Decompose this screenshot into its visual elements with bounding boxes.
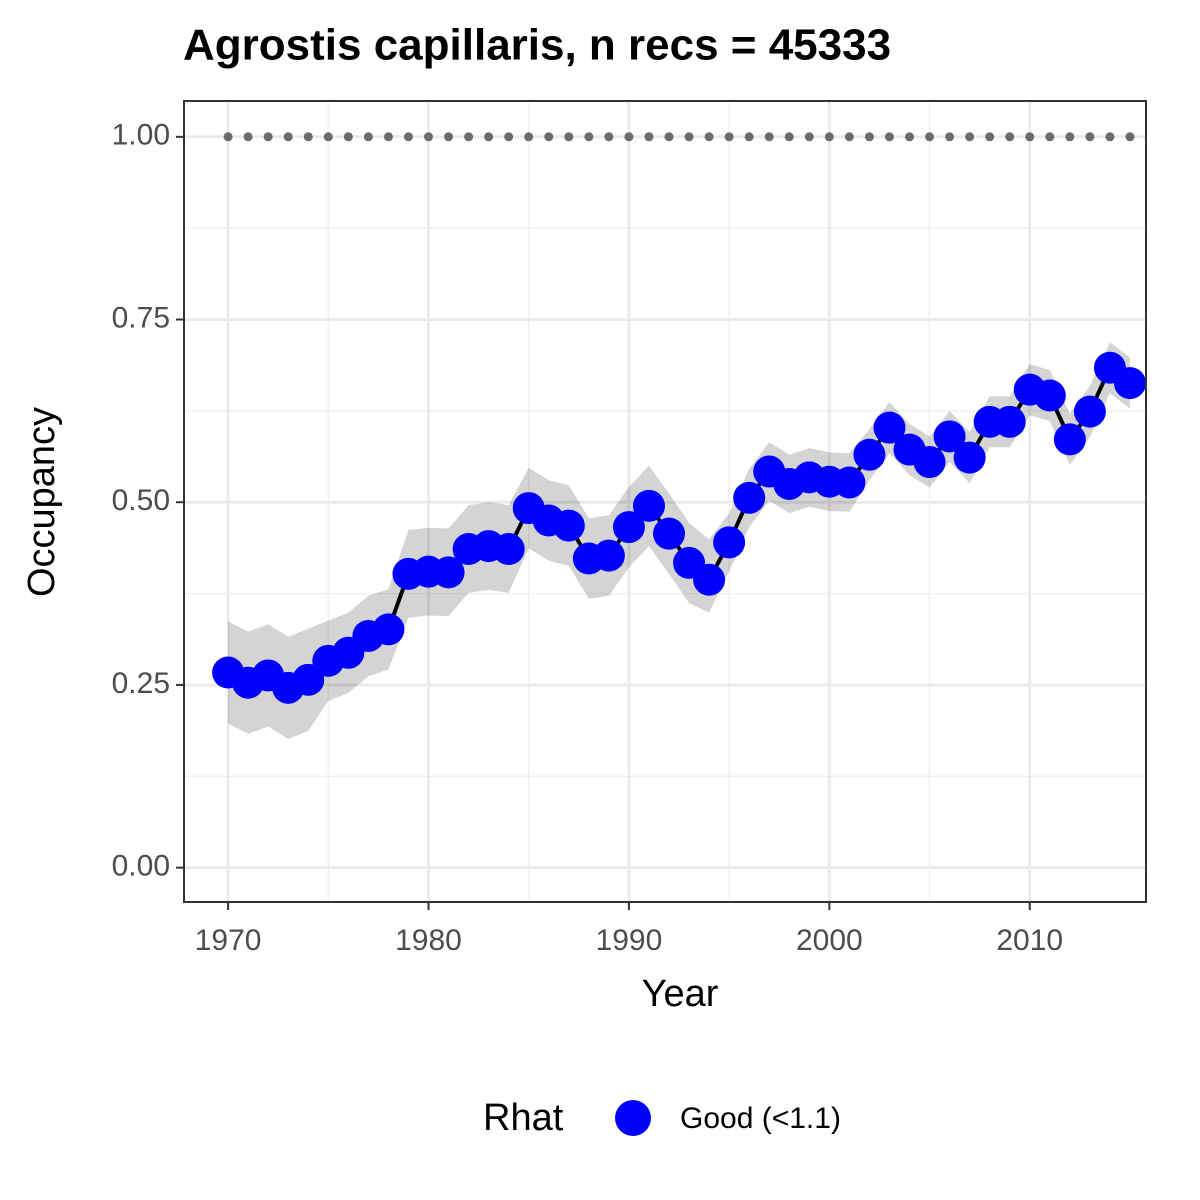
point bbox=[913, 446, 946, 479]
point bbox=[372, 613, 405, 646]
reference-point bbox=[764, 132, 774, 142]
x-tick-label: 2010 bbox=[996, 924, 1063, 957]
legend-title: Rhat bbox=[483, 1097, 564, 1139]
x-tick-label: 1990 bbox=[596, 924, 663, 957]
reference-point bbox=[945, 132, 955, 142]
x-tick-label: 1980 bbox=[395, 924, 462, 957]
chart-title: Agrostis capillaris, n recs = 45333 bbox=[183, 21, 891, 70]
y-axis-title: Occupancy bbox=[21, 407, 63, 597]
point bbox=[733, 481, 766, 514]
reference-point bbox=[604, 132, 614, 142]
y-tick-label: 0.50 bbox=[112, 484, 170, 517]
legend-swatch bbox=[615, 1100, 651, 1136]
reference-point bbox=[884, 132, 894, 142]
reference-point bbox=[363, 132, 373, 142]
reference-point bbox=[864, 132, 874, 142]
reference-point bbox=[564, 132, 574, 142]
reference-point bbox=[1125, 132, 1135, 142]
point bbox=[492, 533, 525, 566]
reference-point bbox=[504, 132, 514, 142]
reference-point bbox=[684, 132, 694, 142]
point bbox=[1073, 395, 1106, 428]
reference-point bbox=[744, 132, 754, 142]
reference-point bbox=[1065, 132, 1075, 142]
reference-point bbox=[1105, 132, 1115, 142]
point bbox=[853, 438, 886, 471]
reference-point bbox=[1045, 132, 1055, 142]
plot-border bbox=[183, 100, 1147, 903]
reference-point bbox=[925, 132, 935, 142]
point bbox=[713, 526, 746, 559]
reference-point bbox=[584, 132, 594, 142]
point bbox=[953, 441, 986, 474]
point bbox=[993, 405, 1026, 438]
reference-point bbox=[303, 132, 313, 142]
reference-point bbox=[223, 132, 233, 142]
x-tick-label: 2000 bbox=[796, 924, 863, 957]
reference-point bbox=[965, 132, 975, 142]
reference-point bbox=[243, 132, 253, 142]
point bbox=[1033, 379, 1066, 412]
point bbox=[632, 489, 665, 522]
reference-point bbox=[804, 132, 814, 142]
y-tick-label: 1.00 bbox=[112, 119, 170, 152]
reference-point bbox=[1005, 132, 1015, 142]
point bbox=[653, 517, 686, 550]
reference-point bbox=[905, 132, 915, 142]
point bbox=[873, 411, 906, 444]
y-tick-label: 0.75 bbox=[112, 301, 170, 334]
x-axis-title: Year bbox=[642, 973, 719, 1015]
point bbox=[933, 420, 966, 453]
reference-point bbox=[464, 132, 474, 142]
point bbox=[693, 563, 726, 596]
reference-point bbox=[484, 132, 494, 142]
reference-point bbox=[263, 132, 273, 142]
reference-point bbox=[624, 132, 634, 142]
reference-point bbox=[704, 132, 714, 142]
reference-point bbox=[323, 132, 333, 142]
point bbox=[292, 663, 325, 696]
reference-point bbox=[383, 132, 393, 142]
point bbox=[552, 509, 585, 542]
reference-point bbox=[1085, 132, 1095, 142]
reference-point bbox=[283, 132, 293, 142]
reference-point bbox=[524, 132, 534, 142]
reference-point bbox=[985, 132, 995, 142]
reference-point bbox=[824, 132, 834, 142]
reference-point bbox=[1025, 132, 1035, 142]
reference-point bbox=[544, 132, 554, 142]
point bbox=[612, 511, 645, 544]
reference-point bbox=[403, 132, 413, 142]
reference-point bbox=[784, 132, 794, 142]
point bbox=[432, 556, 465, 589]
reference-point bbox=[644, 132, 654, 142]
y-tick-label: 0.00 bbox=[112, 850, 170, 883]
reference-point bbox=[343, 132, 353, 142]
reference-point bbox=[424, 132, 434, 142]
point bbox=[833, 466, 866, 499]
reference-point bbox=[724, 132, 734, 142]
reference-point bbox=[844, 132, 854, 142]
x-tick-label: 1970 bbox=[195, 924, 262, 957]
point bbox=[1053, 423, 1086, 456]
point bbox=[1113, 367, 1146, 400]
reference-point bbox=[444, 132, 454, 142]
reference-point bbox=[664, 132, 674, 142]
point bbox=[592, 539, 625, 572]
y-tick-label: 0.25 bbox=[112, 667, 170, 700]
legend-label: Good (<1.1) bbox=[680, 1102, 841, 1135]
